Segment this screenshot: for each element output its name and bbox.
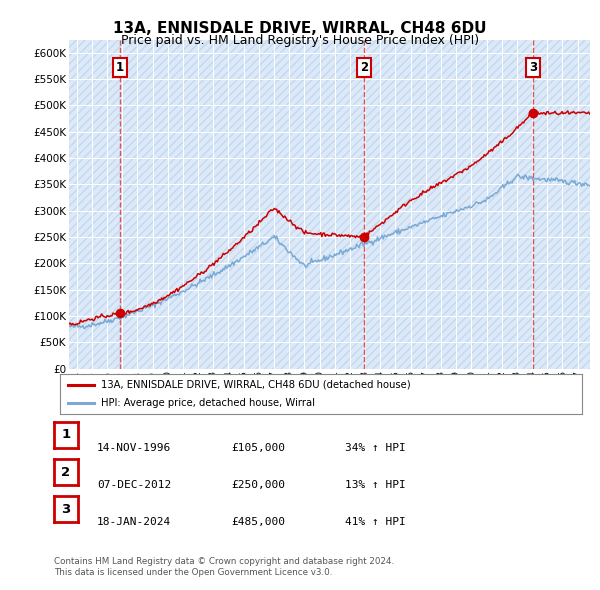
Text: 18-JAN-2024: 18-JAN-2024 <box>97 517 172 527</box>
Text: HPI: Average price, detached house, Wirral: HPI: Average price, detached house, Wirr… <box>101 398 315 408</box>
Text: 34% ↑ HPI: 34% ↑ HPI <box>345 443 406 453</box>
Text: Price paid vs. HM Land Registry's House Price Index (HPI): Price paid vs. HM Land Registry's House … <box>121 34 479 47</box>
Text: £485,000: £485,000 <box>231 517 285 527</box>
Text: 14-NOV-1996: 14-NOV-1996 <box>97 443 172 453</box>
Text: This data is licensed under the Open Government Licence v3.0.: This data is licensed under the Open Gov… <box>54 568 332 577</box>
Text: 2: 2 <box>61 466 71 478</box>
Text: 2: 2 <box>360 61 368 74</box>
Text: 13A, ENNISDALE DRIVE, WIRRAL, CH48 6DU (detached house): 13A, ENNISDALE DRIVE, WIRRAL, CH48 6DU (… <box>101 380 410 390</box>
Text: 3: 3 <box>61 503 71 516</box>
Text: 3: 3 <box>529 61 537 74</box>
Text: 07-DEC-2012: 07-DEC-2012 <box>97 480 172 490</box>
Text: £250,000: £250,000 <box>231 480 285 490</box>
Text: Contains HM Land Registry data © Crown copyright and database right 2024.: Contains HM Land Registry data © Crown c… <box>54 558 394 566</box>
Text: 13% ↑ HPI: 13% ↑ HPI <box>345 480 406 490</box>
Text: 41% ↑ HPI: 41% ↑ HPI <box>345 517 406 527</box>
Text: 1: 1 <box>61 428 71 441</box>
Text: 1: 1 <box>116 61 124 74</box>
Text: £105,000: £105,000 <box>231 443 285 453</box>
Text: 13A, ENNISDALE DRIVE, WIRRAL, CH48 6DU: 13A, ENNISDALE DRIVE, WIRRAL, CH48 6DU <box>113 21 487 35</box>
